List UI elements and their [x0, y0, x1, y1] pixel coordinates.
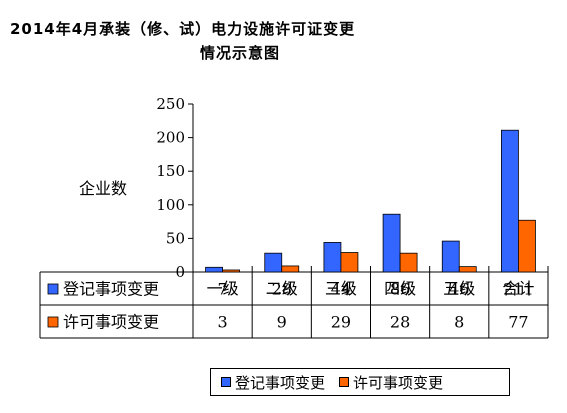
legend-label-series-1: 登记事项变更 [235, 373, 326, 392]
y-tick-label: 200 [156, 129, 185, 147]
x-tick-label: 合计 [502, 279, 534, 298]
table-legend-swatch [47, 316, 59, 328]
legend: 登记事项变更 许可事项变更 [210, 368, 510, 396]
bar-1 [382, 213, 401, 273]
bar-2 [340, 252, 359, 273]
bar-2 [518, 219, 536, 273]
table-cell-value: 86 [390, 280, 410, 299]
bar-1 [264, 252, 283, 273]
table-legend-swatch [47, 283, 59, 295]
y-tick-label: 250 [156, 95, 185, 113]
bar-1 [323, 242, 342, 273]
bar-2 [281, 265, 300, 273]
table-cell-value: 44 [331, 280, 351, 299]
x-tick-label: 四级 [384, 279, 416, 298]
table-cell-value: 211 [503, 280, 534, 299]
bar-1 [441, 240, 460, 273]
bar-2 [399, 252, 418, 273]
table-cell-value: 29 [331, 313, 351, 332]
bar-2 [458, 266, 477, 273]
y-tick-label: 50 [166, 229, 185, 247]
chart-title: 2014年4月承装（修、试）电力设施许可证变更 [10, 20, 356, 38]
chart-subtitle: 情况示意图 [200, 44, 281, 62]
x-tick-label: 一级 [207, 279, 239, 298]
y-tick-label: 150 [156, 162, 185, 180]
bar-2 [222, 269, 240, 273]
table-cell-value: 3 [217, 313, 227, 332]
bar-1 [501, 129, 519, 273]
table-cell-value: 28 [272, 280, 292, 299]
x-tick-label: 二级 [266, 279, 298, 298]
table-series-label: 许可事项变更 [63, 313, 159, 332]
legend-item-series-2: 许可事项变更 [339, 372, 443, 393]
legend-swatch-series-2 [339, 377, 350, 387]
legend-item-series-1: 登记事项变更 [221, 372, 325, 393]
table-cell-value: 28 [390, 313, 410, 332]
legend-label-series-2: 许可事项变更 [353, 373, 444, 392]
y-axis-label: 企业数 [79, 179, 127, 198]
table-series-label: 登记事项变更 [63, 280, 159, 299]
table-cell-value: 7 [217, 280, 227, 299]
x-tick-label: 五级 [443, 279, 475, 298]
bar-1 [205, 266, 223, 273]
y-tick-label: 100 [156, 196, 185, 214]
table-cell-value: 77 [508, 313, 528, 332]
table-cell-value: 9 [277, 313, 287, 332]
x-tick-label: 三级 [325, 279, 357, 298]
legend-swatch-series-1 [221, 377, 231, 387]
table-cell-value: 46 [449, 280, 469, 299]
table-cell-value: 8 [454, 313, 464, 332]
